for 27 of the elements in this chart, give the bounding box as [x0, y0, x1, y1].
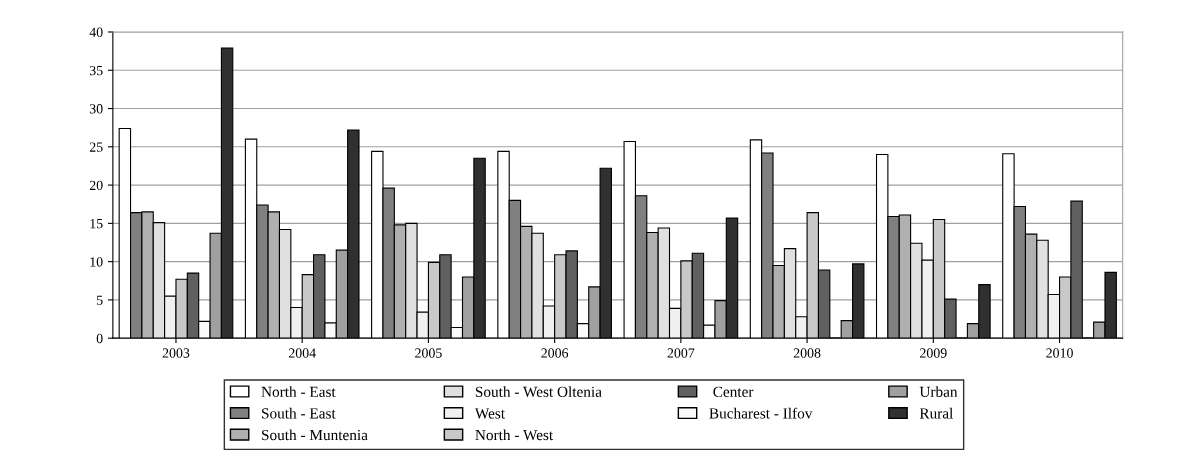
legend-label: Center: [713, 386, 754, 397]
x-tick-label: 2007: [667, 348, 695, 358]
legend-label: South - Muntenia: [262, 429, 368, 441]
legend-label: North - East: [261, 386, 336, 397]
legend-label: North - West: [475, 429, 554, 441]
y-tick-label: 0: [96, 333, 103, 344]
y-tick-label: 5: [97, 295, 103, 305]
y-tick-label: 30: [89, 104, 103, 114]
x-tick-label: 2006: [541, 348, 569, 358]
y-tick-label: 10: [90, 257, 103, 267]
x-tick-label: 2003: [162, 348, 190, 358]
x-tick-label: 2005: [415, 348, 442, 358]
y-tick-label: 20: [89, 180, 103, 191]
y-tick-label: 35: [89, 65, 103, 76]
legend-label: South - East: [262, 407, 336, 419]
legend-label: Urban: [919, 386, 958, 397]
y-tick-label: 40: [89, 27, 103, 37]
y-tick-label: 25: [89, 142, 103, 152]
legend-label: West: [474, 408, 505, 419]
legend-label: Bucharest - Ilfov: [709, 407, 813, 419]
y-tick-label: 15: [90, 219, 103, 229]
legend-label: Rural: [919, 407, 953, 419]
x-tick-label: 2010: [1046, 348, 1073, 358]
x-tick-label: 2004: [288, 348, 316, 358]
x-tick-label: 2009: [920, 348, 947, 358]
x-tick-label: 2008: [793, 348, 821, 358]
legend-label: South - West Oltenia: [475, 386, 602, 398]
